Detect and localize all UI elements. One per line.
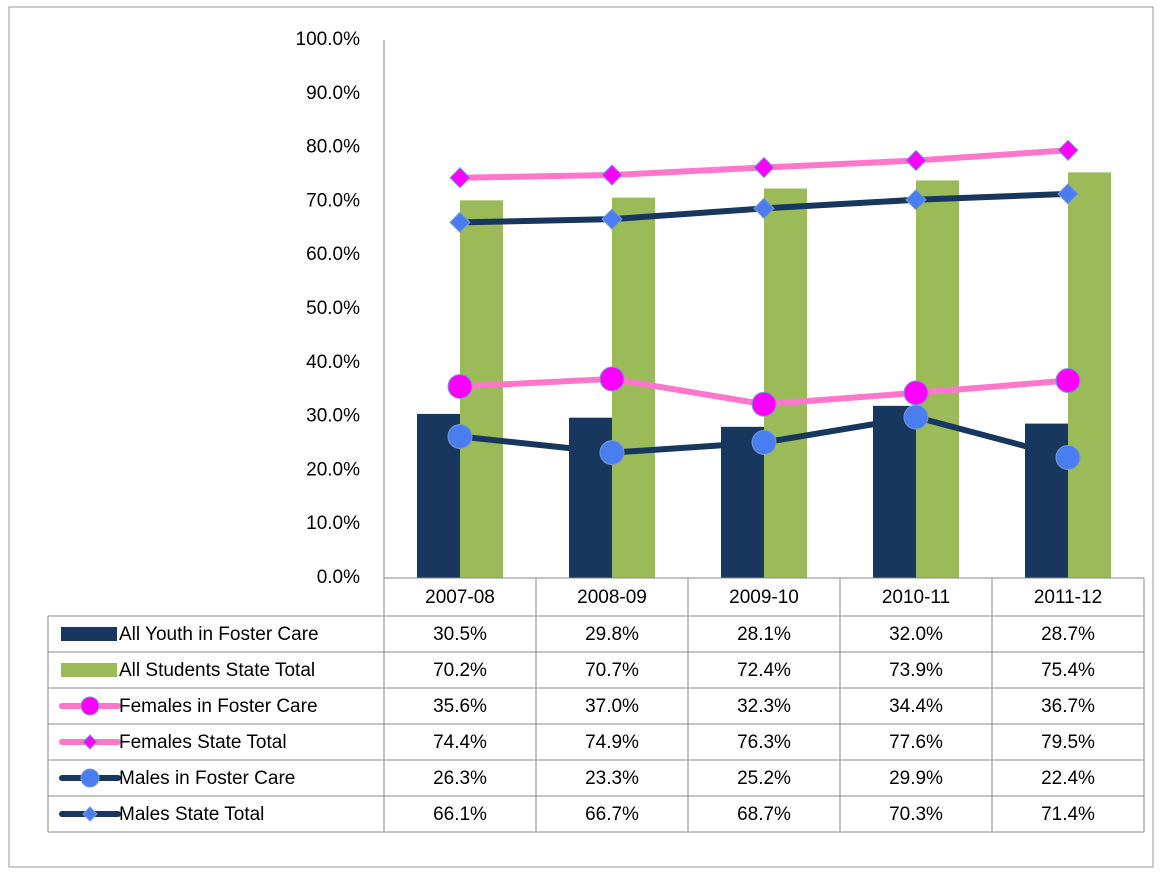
legend-label: All Students State Total — [119, 660, 315, 681]
y-tick-label: 40.0% — [306, 352, 360, 373]
marker — [905, 149, 927, 172]
bar — [916, 180, 959, 578]
table-value: 72.4% — [737, 660, 791, 681]
marker — [903, 404, 929, 430]
table-value: 77.6% — [889, 732, 943, 753]
legend-marker — [80, 696, 100, 716]
marker — [903, 380, 929, 406]
table-value: 29.9% — [889, 768, 943, 789]
legend-marker — [80, 768, 100, 788]
marker — [1055, 444, 1081, 470]
marker — [1057, 139, 1079, 161]
table-value: 66.7% — [585, 804, 639, 825]
legend-label: Males State Total — [119, 804, 264, 825]
legend-label: Males in Foster Care — [119, 768, 295, 789]
y-tick-label: 50.0% — [306, 298, 360, 319]
table-value: 70.2% — [433, 660, 487, 681]
bar — [764, 188, 807, 578]
table-value: 36.7% — [1041, 696, 1095, 717]
marker — [905, 189, 927, 211]
table-value: 71.4% — [1041, 804, 1095, 825]
table-value: 28.7% — [1041, 624, 1095, 645]
marker — [447, 424, 473, 450]
marker — [1055, 368, 1081, 394]
y-tick-label: 10.0% — [306, 513, 360, 534]
table-value: 70.7% — [585, 660, 639, 681]
table-value: 76.3% — [737, 732, 791, 753]
marker — [753, 156, 775, 179]
table-value: 70.3% — [889, 804, 943, 825]
x-tick-label: 2008-09 — [577, 587, 647, 608]
marker — [599, 440, 625, 466]
legend-label: All Youth in Foster Care — [119, 624, 319, 645]
legend-key — [61, 663, 117, 677]
marker — [447, 373, 473, 399]
table-value: 68.7% — [737, 804, 791, 825]
table-value: 79.5% — [1041, 732, 1095, 753]
marker — [449, 167, 471, 189]
y-tick-label: 20.0% — [306, 459, 360, 480]
legend-marker — [82, 734, 98, 750]
y-tick-label: 100.0% — [296, 29, 361, 50]
table-value: 25.2% — [737, 768, 791, 789]
x-tick-label: 2010-11 — [882, 587, 950, 608]
marker — [449, 211, 471, 234]
legend-key — [61, 627, 117, 641]
frame — [8, 6, 1154, 868]
table-value: 66.1% — [433, 804, 487, 825]
bar — [569, 417, 612, 578]
legend-label: Females in Foster Care — [119, 696, 318, 717]
y-tick-label: 90.0% — [306, 83, 360, 104]
x-tick-label: 2007-08 — [425, 587, 495, 608]
y-tick-label: 60.0% — [306, 244, 360, 265]
table-value: 32.3% — [737, 696, 791, 717]
marker — [751, 391, 777, 417]
table-value: 35.6% — [433, 696, 487, 717]
y-tick-label: 0.0% — [317, 567, 360, 588]
table-value: 74.9% — [585, 732, 639, 753]
table-value: 28.1% — [737, 624, 791, 645]
x-tick-label: 2009-10 — [729, 587, 799, 608]
y-tick-label: 80.0% — [306, 137, 360, 158]
table-value: 74.4% — [433, 732, 487, 753]
legend-label: Females State Total — [119, 732, 287, 753]
marker — [601, 208, 623, 230]
table-value: 34.4% — [889, 696, 943, 717]
x-tick-label: 2011-12 — [1034, 587, 1102, 608]
y-tick-label: 70.0% — [306, 190, 360, 211]
marker — [1057, 183, 1079, 205]
table-value: 30.5% — [433, 624, 487, 645]
table-value: 23.3% — [585, 768, 639, 789]
table-value: 29.8% — [585, 624, 639, 645]
table-value: 73.9% — [889, 660, 943, 681]
y-tick-label: 30.0% — [306, 406, 360, 427]
legend-marker — [82, 806, 98, 822]
marker — [601, 164, 623, 186]
marker — [599, 366, 625, 392]
bar — [873, 405, 916, 578]
table-value: 37.0% — [585, 696, 639, 717]
table-value: 75.4% — [1041, 660, 1095, 681]
table-value: 32.0% — [889, 624, 943, 645]
table-value: 22.4% — [1041, 768, 1095, 789]
marker — [751, 429, 777, 455]
marker — [753, 197, 775, 220]
table-value: 26.3% — [433, 768, 487, 789]
